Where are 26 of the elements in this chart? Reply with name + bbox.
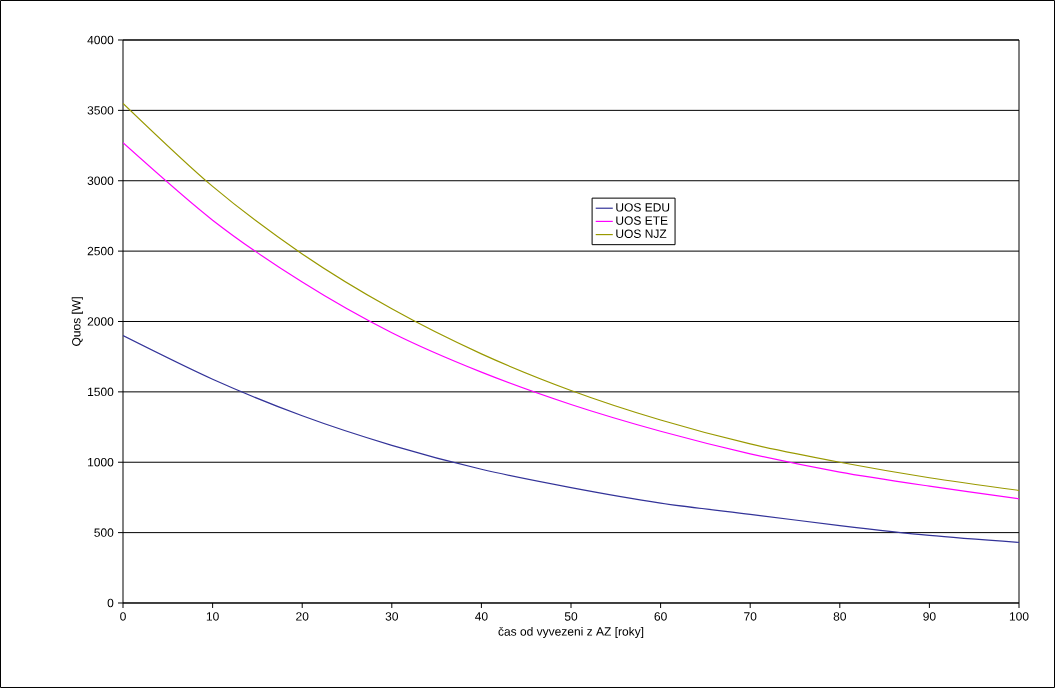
line-series bbox=[123, 334, 1019, 544]
x-tick-label: 70 bbox=[744, 612, 757, 621]
y-tick-label: 0 bbox=[107, 598, 114, 608]
y-tick-label: 3500 bbox=[87, 106, 114, 115]
legend-label: UOS EDU bbox=[616, 203, 670, 212]
y-tick-label: 500 bbox=[94, 528, 114, 537]
x-tick-label: 30 bbox=[385, 612, 399, 621]
x-tick-label: 40 bbox=[475, 612, 488, 621]
x-tick-label: 90 bbox=[923, 612, 936, 621]
x-tick-label: 100 bbox=[1009, 612, 1029, 621]
y-tick-label: 1000 bbox=[88, 457, 114, 467]
x-tick-label: 0 bbox=[120, 612, 126, 621]
y-tick-label: 1500 bbox=[88, 387, 114, 397]
y-axis-title: Quos [W] bbox=[71, 297, 83, 346]
x-tick-label: 10 bbox=[206, 612, 219, 621]
x-axis-title: čas od vyvezeni z AZ [roky] bbox=[498, 626, 644, 639]
y-tick-label: 3000 bbox=[87, 176, 114, 185]
x-tick-label: 80 bbox=[833, 612, 847, 621]
x-tick-label: 50 bbox=[564, 612, 578, 621]
legend-label: UOS NJZ bbox=[616, 229, 667, 238]
y-tick-label: 4000 bbox=[87, 35, 114, 45]
y-tick-label: 2000 bbox=[87, 317, 114, 326]
x-tick-label: 60 bbox=[654, 612, 667, 621]
y-tick-label: 2500 bbox=[87, 246, 114, 256]
legend-label: UOS ETE bbox=[616, 216, 668, 225]
x-tick-label: 20 bbox=[296, 612, 309, 621]
